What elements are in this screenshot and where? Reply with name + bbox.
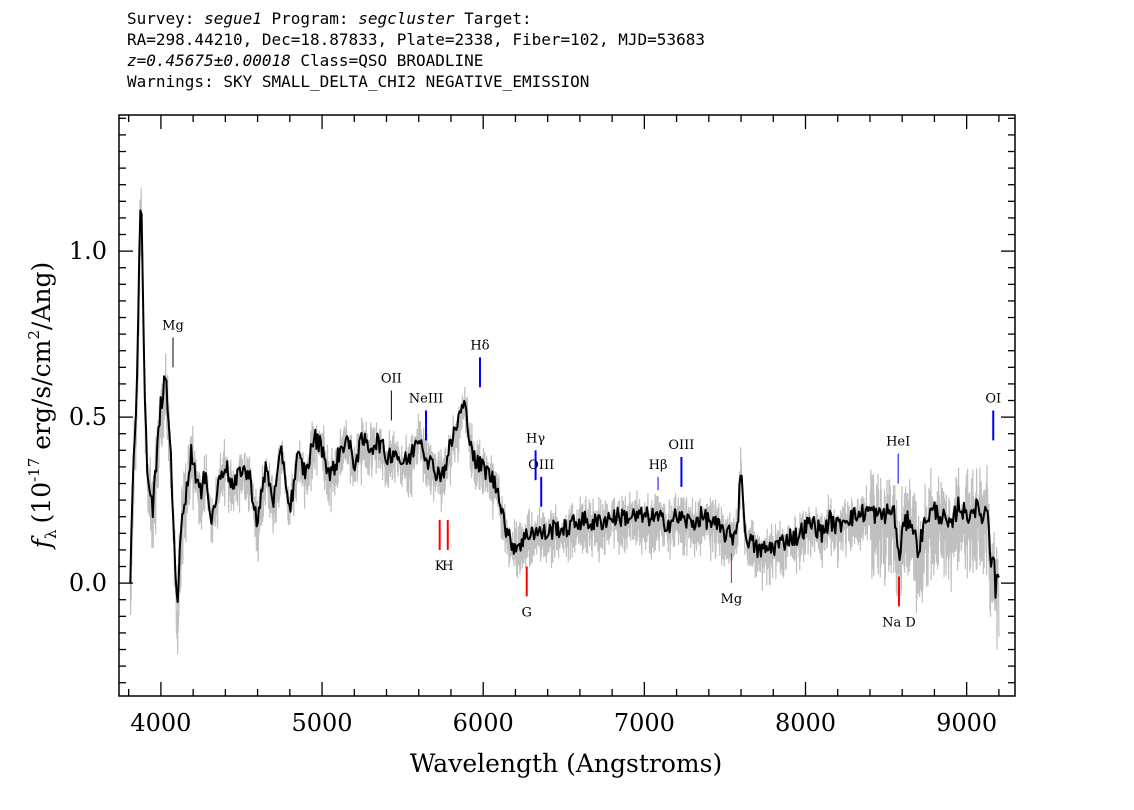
line-marker-label: OII — [381, 372, 402, 387]
redshift-value: z=0.45675±0.00018 — [127, 51, 291, 70]
error-band-path — [129, 188, 1000, 655]
line-marker-label: HeI — [886, 435, 910, 450]
line-marker-label: Na D — [882, 615, 916, 630]
program-value: segcluster — [358, 9, 455, 28]
program-label: Program: — [261, 9, 359, 28]
flux-line-path — [129, 209, 1000, 604]
error-band — [129, 188, 1000, 655]
svg-text:fλ(10-17 erg/s/cm2/Ang): fλ (10-17 erg/s/cm2/Ang) — [25, 262, 60, 551]
header-line-coordinates: RA=298.44210, Dec=18.87833, Plate=2338, … — [127, 30, 705, 49]
y-label-units-post: /Ang) — [27, 262, 56, 330]
x-tick-label: 6000 — [453, 709, 514, 737]
x-tick-label: 5000 — [292, 709, 353, 737]
y-label-subscript: λ — [42, 529, 60, 539]
x-tick-label: 9000 — [936, 709, 997, 737]
survey-label: Survey: — [127, 9, 205, 28]
line-marker-label: OIII — [528, 458, 554, 473]
y-tick-label: 1.0 — [69, 237, 107, 265]
line-marker-label: G — [522, 605, 532, 620]
spectrum-header: Survey: segue1 Program: segcluster Targe… — [127, 8, 705, 92]
y-label-units-pre: (10 — [27, 482, 56, 524]
x-tick-label: 8000 — [775, 709, 836, 737]
x-axis-label: Wavelength (Angstroms) — [410, 749, 722, 778]
line-marker-label: H — [442, 559, 453, 574]
line-marker-label: Hγ — [526, 431, 545, 446]
x-tick-label: 7000 — [614, 709, 675, 737]
line-marker-label: Mg — [721, 592, 743, 607]
x-axis-ticks: 4000 5000 6000 7000 8000 9000 — [128, 115, 1000, 737]
y-axis-ticks: 0.0 0.5 1.0 — [69, 117, 1015, 684]
line-marker-label: OI — [985, 391, 1001, 406]
y-tick-label: 0.5 — [69, 403, 107, 431]
line-marker-label: NeIII — [409, 391, 443, 406]
header-line-redshift: z=0.45675±0.00018 Class=QSO BROADLINE — [127, 50, 705, 71]
target-label: Target: — [454, 9, 532, 28]
y-label-exponent: -17 — [25, 458, 43, 482]
flux-series — [129, 209, 1000, 604]
x-tick-label: 4000 — [130, 709, 191, 737]
y-label-units-mid: erg/s/cm — [27, 339, 56, 457]
line-marker-label: Mg — [162, 318, 184, 333]
line-marker-label: Hβ — [649, 458, 668, 473]
plot-frame — [118, 114, 1016, 697]
y-label-exponent-2: 2 — [25, 330, 43, 340]
line-marker-label: Hδ — [470, 338, 489, 353]
y-tick-label: 0.0 — [69, 569, 107, 597]
y-label-symbol: f — [27, 535, 56, 550]
survey-value: segue1 — [204, 9, 262, 28]
header-line-survey: Survey: segue1 Program: segcluster Targe… — [127, 8, 705, 29]
line-marker-label: K — [435, 559, 445, 574]
header-line-warnings: Warnings: SKY SMALL_DELTA_CHI2 NEGATIVE_… — [127, 72, 590, 91]
class-value: Class=QSO BROADLINE — [290, 51, 484, 70]
line-marker-label: OIII — [668, 438, 694, 453]
y-axis-label: fλ (10-17 erg/s/cm2/Ang) — [25, 262, 60, 551]
